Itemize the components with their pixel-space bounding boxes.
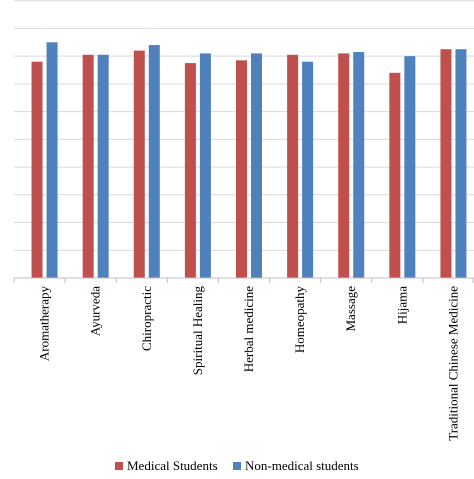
bar-nonmedical-2: [148, 45, 160, 279]
bar-medical-3: [184, 63, 196, 278]
x-tick-label: Homeopathy: [292, 286, 307, 354]
bar-medical-6: [338, 53, 350, 279]
bar-nonmedical-0: [46, 42, 58, 278]
x-tick-label: Chiropractic: [139, 286, 154, 351]
legend-label-nonmedical: Non-medical students: [245, 458, 359, 473]
bar-medical-5: [287, 54, 299, 278]
x-tick-label: Herbal medicine: [241, 286, 256, 372]
bar-nonmedical-8: [455, 49, 467, 278]
x-axis-labels: Aromatherapy Ayurveda Chiropractic Spiritua…: [37, 286, 461, 441]
x-tick-label: Hijama: [394, 286, 409, 324]
x-axis-ticks: [13, 278, 474, 283]
bar-medical-0: [31, 61, 43, 279]
bar-nonmedical-4: [251, 53, 262, 279]
bar-medical-4: [236, 60, 247, 278]
bar-medical-2: [133, 50, 145, 278]
bar-medical-7: [389, 72, 401, 278]
x-tick-label: Massage: [343, 286, 358, 332]
legend-swatch-nonmedical: [233, 462, 241, 470]
x-tick-label: Ayurveda: [88, 286, 103, 336]
legend-swatch-medical: [115, 462, 123, 470]
x-tick-label: Aromatherapy: [37, 286, 52, 362]
legend-label-medical: Medical Students: [127, 458, 218, 473]
bar-nonmedical-6: [353, 52, 365, 278]
bar-medical-1: [82, 54, 94, 278]
x-tick-label: Spiritual Healing: [190, 286, 205, 376]
legend-item-medical: Medical Students: [115, 458, 218, 474]
x-tick-label: Traditional Chinese Medicine: [445, 286, 460, 441]
bars: [31, 42, 467, 279]
legend-item-nonmedical: Non-medical students: [233, 458, 359, 474]
legend: Medical Students Non-medical students: [0, 458, 474, 474]
bar-nonmedical-1: [97, 54, 109, 278]
bar-nonmedical-5: [302, 61, 314, 279]
bar-nonmedical-3: [199, 53, 211, 279]
bar-nonmedical-7: [404, 56, 416, 278]
bar-medical-8: [440, 49, 452, 278]
